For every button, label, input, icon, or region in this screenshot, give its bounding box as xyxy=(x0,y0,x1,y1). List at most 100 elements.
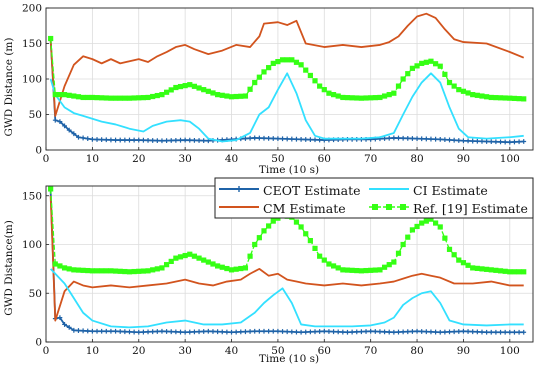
bottom-point-ref-19-estimate xyxy=(177,254,184,260)
bottom-point-ref-19-estimate xyxy=(317,253,323,259)
top-point-ceot-estimate xyxy=(127,137,132,143)
top-y-tick-label-200: 200 xyxy=(22,3,42,15)
bottom-point-ref-19-estimate xyxy=(261,228,267,234)
top-point-ref-19-estimate xyxy=(61,92,68,98)
bottom-point-ref-19-estimate xyxy=(395,250,402,256)
legend-box xyxy=(214,177,534,219)
top-series-ci-estimate xyxy=(49,72,524,143)
bottom-point-ceot-estimate xyxy=(141,329,146,335)
top-x-tick-label-100: 100 xyxy=(500,153,520,165)
bottom-point-ceot-estimate xyxy=(108,328,114,334)
bottom-point-ceot-estimate xyxy=(71,327,77,333)
top-point-ref-19-estimate xyxy=(423,59,429,65)
bottom-point-ref-19-estimate xyxy=(423,218,429,224)
bottom-point-ceot-estimate xyxy=(423,329,429,335)
bottom-point-ceot-estimate xyxy=(317,329,323,334)
top-point-ceot-estimate xyxy=(122,137,128,143)
bottom-point-ceot-estimate xyxy=(164,329,169,334)
bottom-point-ref-19-estimate xyxy=(224,265,230,272)
top-point-ceot-estimate xyxy=(99,137,105,143)
bottom-point-ceot-estimate xyxy=(461,328,466,334)
top-point-ceot-estimate xyxy=(461,138,466,144)
bottom-y-tick-label-0: 0 xyxy=(35,337,42,349)
bottom-point-ceot-estimate xyxy=(391,329,397,335)
bottom-point-ceot-estimate xyxy=(340,329,346,335)
top-point-ref-19-estimate xyxy=(48,35,54,42)
top-point-ref-19-estimate xyxy=(419,60,425,66)
top-point-ceot-estimate xyxy=(280,136,285,142)
top-point-ceot-estimate xyxy=(173,137,179,143)
top-point-ref-19-estimate xyxy=(381,93,388,99)
bottom-point-ref-19-estimate xyxy=(381,264,388,270)
top-point-ceot-estimate xyxy=(89,136,95,142)
bottom-point-ref-19-estimate xyxy=(136,268,142,274)
top-y-tick-label-50: 50 xyxy=(29,109,42,121)
top-point-ref-19-estimate xyxy=(270,60,276,66)
bottom-point-ref-19-estimate xyxy=(89,268,95,274)
top-point-ref-19-estimate xyxy=(330,92,337,98)
bottom-series-cm-estimate xyxy=(49,195,524,322)
bottom-point-ref-19-estimate xyxy=(497,268,504,274)
top-point-ceot-estimate xyxy=(168,138,174,143)
top-point-ref-19-estimate xyxy=(307,72,313,79)
top-x-tick-label-40: 40 xyxy=(225,153,238,165)
bottom-point-ceot-estimate xyxy=(386,329,392,335)
top-point-ceot-estimate xyxy=(447,137,452,143)
top-point-ref-19-estimate xyxy=(173,84,179,91)
top-x-tick-label-30: 30 xyxy=(178,153,191,165)
bottom-point-ceot-estimate xyxy=(521,329,527,335)
top-point-ref-19-estimate xyxy=(470,92,476,98)
bottom-point-ceot-estimate xyxy=(512,329,517,335)
top-point-ref-19-estimate xyxy=(433,61,439,67)
top-point-ref-19-estimate xyxy=(196,85,202,91)
top-point-ceot-estimate xyxy=(474,138,480,144)
top-point-ref-19-estimate xyxy=(289,57,295,63)
bottom-point-ceot-estimate xyxy=(321,328,327,334)
top-point-ceot-estimate xyxy=(62,123,67,129)
top-point-ref-19-estimate xyxy=(497,95,504,101)
bottom-point-ceot-estimate xyxy=(428,329,434,335)
bottom-point-ref-19-estimate xyxy=(145,268,151,274)
top-y-tick-label-0: 0 xyxy=(35,145,42,157)
bottom-point-ceot-estimate xyxy=(507,329,513,335)
bottom-y-tick-label-100: 100 xyxy=(22,239,42,251)
bottom-point-ceot-estimate xyxy=(377,329,383,335)
top-point-ceot-estimate xyxy=(423,136,429,142)
top-line-cm-estimate xyxy=(49,12,525,117)
bottom-point-ceot-estimate xyxy=(243,329,248,335)
top-point-ref-19-estimate xyxy=(321,87,327,93)
top-point-ref-19-estimate xyxy=(126,95,133,101)
top-point-ref-19-estimate xyxy=(228,94,235,100)
top-point-ref-19-estimate xyxy=(177,83,184,90)
top-point-ref-19-estimate xyxy=(442,71,448,77)
bottom-point-ref-19-estimate xyxy=(451,252,457,258)
bottom-point-ceot-estimate xyxy=(270,328,276,334)
bottom-y-tick-label-150: 150 xyxy=(22,190,42,202)
top-point-ref-19-estimate xyxy=(103,95,109,101)
top-point-ref-19-estimate xyxy=(182,83,188,89)
top-point-ceot-estimate xyxy=(414,136,420,142)
bottom-point-ceot-estimate xyxy=(400,329,406,335)
bottom-point-ref-19-estimate xyxy=(126,269,133,275)
bottom-point-ref-19-estimate xyxy=(80,267,86,273)
top-point-ref-19-estimate xyxy=(150,93,156,100)
legend-marker-ceot-estimate xyxy=(236,186,242,192)
bottom-point-ceot-estimate xyxy=(433,329,438,335)
top-point-ceot-estimate xyxy=(76,134,81,140)
bottom-point-ref-19-estimate xyxy=(511,269,518,275)
top-point-ref-19-estimate xyxy=(446,79,453,86)
bottom-x-tick-label-100: 100 xyxy=(500,345,520,357)
bottom-point-ceot-estimate xyxy=(261,328,267,334)
bottom-x-tick-label-30: 30 xyxy=(178,345,191,357)
bottom-point-ref-19-estimate xyxy=(252,241,258,248)
bottom-point-ceot-estimate xyxy=(335,329,341,335)
top-point-ref-19-estimate xyxy=(94,95,100,101)
top-point-ceot-estimate xyxy=(516,139,522,145)
top-point-ref-19-estimate xyxy=(326,90,332,96)
top-x-tick-label-60: 60 xyxy=(318,153,331,165)
bottom-point-ceot-estimate xyxy=(159,328,165,334)
top-point-ref-19-estimate xyxy=(386,92,392,98)
bottom-point-ceot-estimate xyxy=(442,329,448,335)
bottom-point-ref-19-estimate xyxy=(112,268,119,274)
